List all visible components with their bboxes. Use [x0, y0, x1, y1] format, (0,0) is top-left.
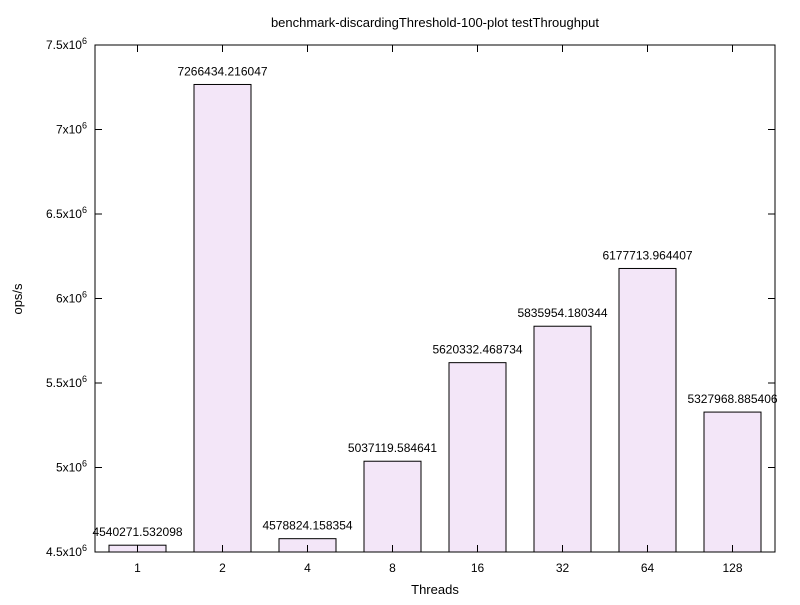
bar-value-label: 6177713.964407	[602, 248, 692, 262]
y-tick-label: 6x106	[56, 290, 87, 306]
y-tick-label: 6.5x106	[46, 205, 87, 221]
bar-value-label: 5327968.885406	[687, 392, 777, 406]
plot-frame	[94, 44, 776, 553]
bar	[448, 362, 507, 553]
bar	[703, 411, 762, 553]
ticks-layer: 4.5x1065x1065.5x1066x1066.5x1067x1067.5x…	[46, 36, 775, 575]
bar	[193, 83, 252, 553]
y-tick-label: 7x106	[56, 121, 87, 137]
x-axis-label: Threads	[411, 582, 459, 597]
y-axis-label: ops/s	[10, 283, 25, 315]
bar	[533, 325, 592, 553]
bar-value-label: 5835954.180344	[517, 306, 607, 320]
y-tick-exponent: 6	[82, 459, 87, 469]
y-tick-exponent: 6	[82, 205, 87, 215]
y-tick-mantissa: 7x10	[56, 123, 82, 137]
y-tick-mantissa: 6x10	[56, 292, 82, 306]
x-tick-label: 4	[304, 561, 311, 575]
y-tick-exponent: 6	[82, 121, 87, 131]
x-tick-label: 16	[471, 561, 485, 575]
chart-title: benchmark-discardingThreshold-100-plot t…	[271, 15, 599, 30]
x-tick-label: 8	[389, 561, 396, 575]
bar-value-label: 5037119.584641	[348, 441, 438, 455]
y-tick-label: 5.5x106	[46, 374, 87, 390]
x-tick-label: 32	[556, 561, 570, 575]
y-tick-mantissa: 4.5x10	[46, 545, 82, 559]
bar	[618, 267, 677, 553]
bar-value-label: 4578824.158354	[262, 519, 352, 533]
bar-value-label: 4540271.532098	[92, 525, 182, 539]
x-tick-label: 64	[641, 561, 655, 575]
y-tick-mantissa: 5x10	[56, 461, 82, 475]
bar-value-label: 5620332.468734	[432, 343, 522, 357]
bars-layer: 4540271.532098 7266434.216047 4578824.1583…	[92, 64, 778, 553]
y-tick-exponent: 6	[82, 374, 87, 384]
y-tick-exponent: 6	[82, 543, 87, 553]
bar	[363, 460, 422, 553]
x-tick-label: 1	[134, 561, 141, 575]
y-tick-label: 4.5x106	[46, 543, 87, 559]
x-tick-label: 128	[722, 561, 742, 575]
x-tick-label: 2	[219, 561, 226, 575]
y-tick-mantissa: 6.5x10	[46, 207, 82, 221]
bar-value-label: 7266434.216047	[177, 64, 267, 78]
y-tick-mantissa: 5.5x10	[46, 376, 82, 390]
y-tick-exponent: 6	[82, 290, 87, 300]
y-tick-exponent: 6	[82, 36, 87, 46]
y-tick-mantissa: 7.5x10	[46, 38, 82, 52]
y-tick-label: 7.5x106	[46, 36, 87, 52]
y-tick-label: 5x106	[56, 459, 87, 475]
